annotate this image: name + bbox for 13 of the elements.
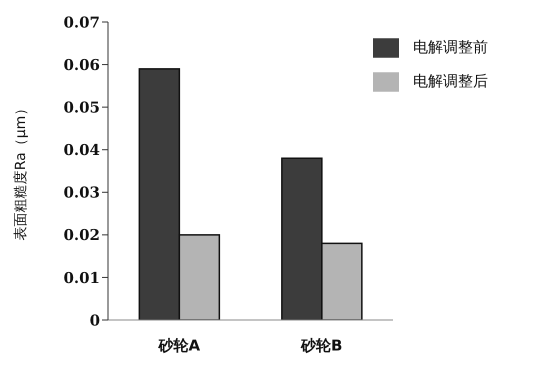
y-tick-label: 0.03 xyxy=(63,184,100,202)
y-tick-label: 0.04 xyxy=(63,141,100,160)
legend-label: 电解调整前 xyxy=(413,38,488,56)
y-tick-label: 0.06 xyxy=(63,56,100,74)
y-tick-label: 0.05 xyxy=(63,98,100,116)
y-tick-label: 0.02 xyxy=(63,226,100,244)
y-tick-label: 0 xyxy=(90,311,100,330)
y-axis-title: 表面粗糙度Ra（μm） xyxy=(12,102,29,240)
y-tick-label: 0.01 xyxy=(63,268,100,287)
y-tick-label: 0.07 xyxy=(63,13,100,32)
x-tick-label: 砂轮B xyxy=(300,336,342,355)
legend-label: 电解调整后 xyxy=(413,72,488,90)
x-tick-label: 砂轮A xyxy=(157,336,200,355)
